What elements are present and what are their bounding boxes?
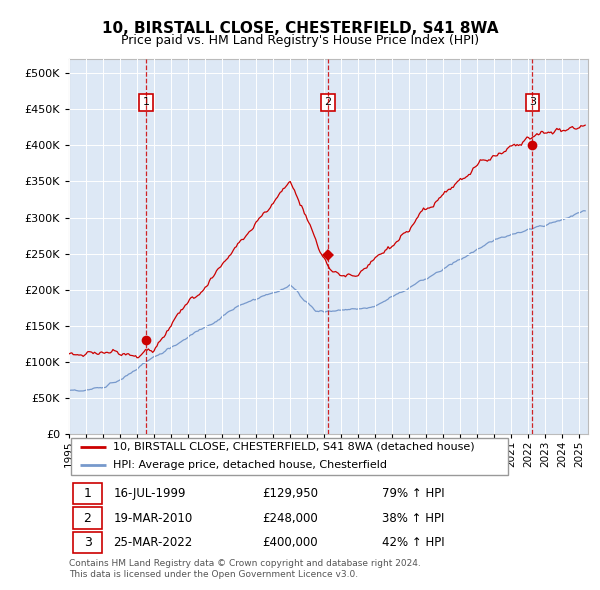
Text: 2: 2 [83, 512, 91, 525]
Text: 19-MAR-2010: 19-MAR-2010 [113, 512, 193, 525]
Text: 1: 1 [83, 487, 91, 500]
FancyBboxPatch shape [73, 532, 102, 553]
Text: £248,000: £248,000 [262, 512, 318, 525]
Text: 3: 3 [529, 97, 536, 107]
Text: 10, BIRSTALL CLOSE, CHESTERFIELD, S41 8WA: 10, BIRSTALL CLOSE, CHESTERFIELD, S41 8W… [102, 21, 498, 35]
Text: 2: 2 [325, 97, 332, 107]
Text: 1: 1 [143, 97, 150, 107]
FancyBboxPatch shape [73, 507, 102, 529]
Text: 25-MAR-2022: 25-MAR-2022 [113, 536, 193, 549]
Text: 10, BIRSTALL CLOSE, CHESTERFIELD, S41 8WA (detached house): 10, BIRSTALL CLOSE, CHESTERFIELD, S41 8W… [113, 442, 475, 451]
Text: Price paid vs. HM Land Registry's House Price Index (HPI): Price paid vs. HM Land Registry's House … [121, 34, 479, 47]
Text: 42% ↑ HPI: 42% ↑ HPI [382, 536, 445, 549]
FancyBboxPatch shape [73, 483, 102, 504]
Text: 79% ↑ HPI: 79% ↑ HPI [382, 487, 445, 500]
FancyBboxPatch shape [71, 438, 508, 475]
Text: HPI: Average price, detached house, Chesterfield: HPI: Average price, detached house, Ches… [113, 460, 387, 470]
Text: 38% ↑ HPI: 38% ↑ HPI [382, 512, 445, 525]
Text: £129,950: £129,950 [262, 487, 318, 500]
Text: Contains HM Land Registry data © Crown copyright and database right 2024.
This d: Contains HM Land Registry data © Crown c… [69, 559, 421, 579]
Text: 3: 3 [83, 536, 91, 549]
Text: £400,000: £400,000 [262, 536, 318, 549]
Text: 16-JUL-1999: 16-JUL-1999 [113, 487, 186, 500]
